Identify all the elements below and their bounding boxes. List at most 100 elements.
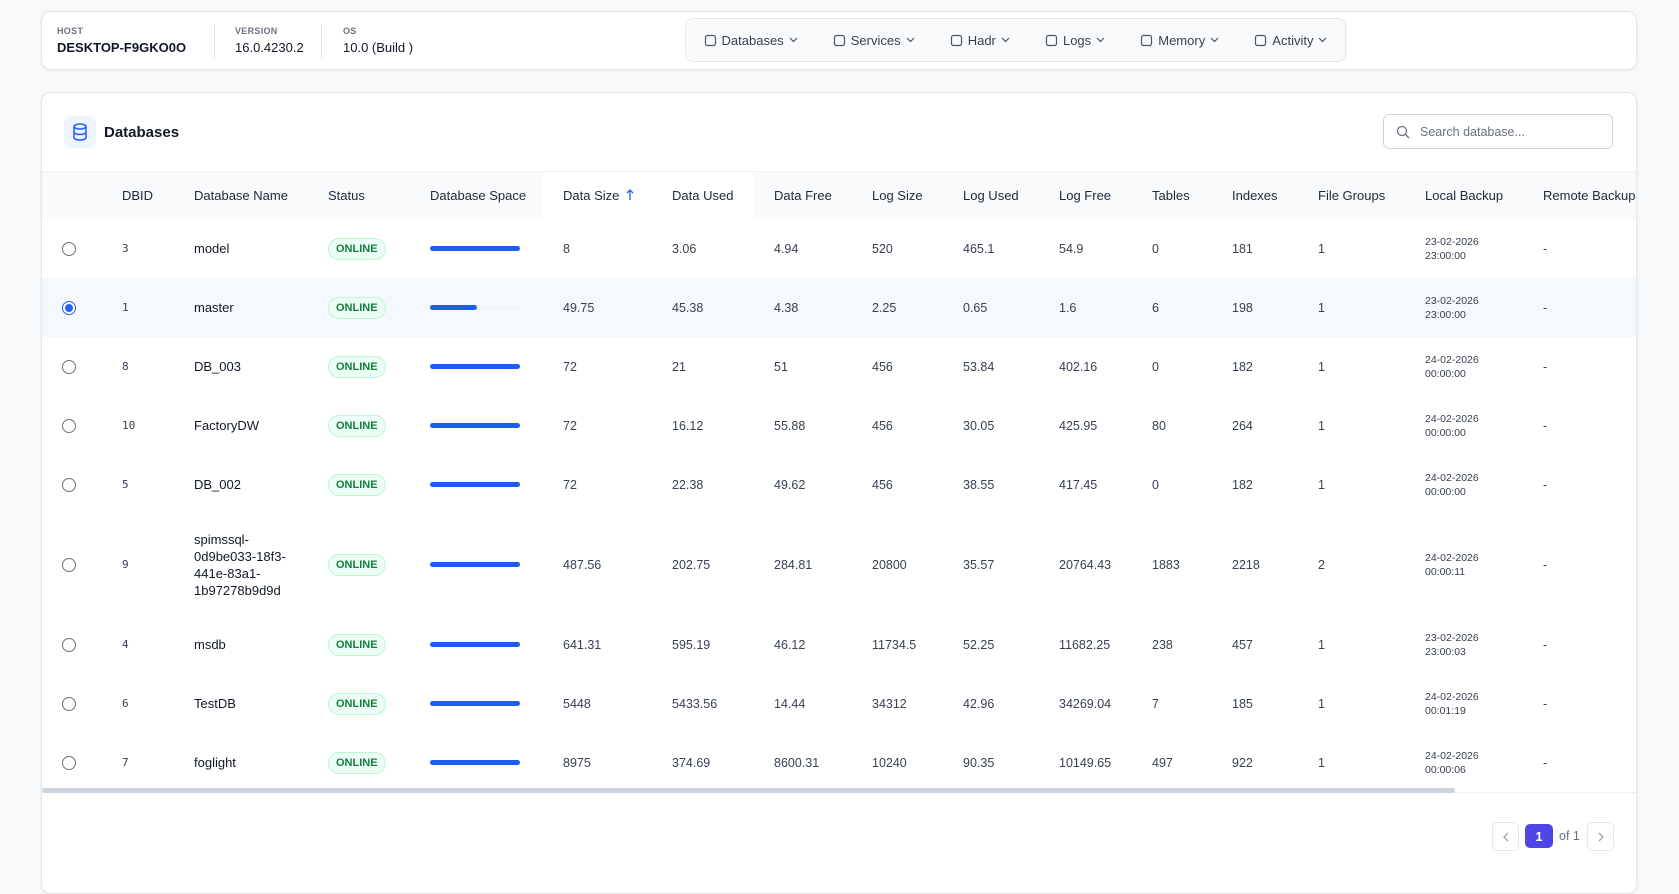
search-box[interactable]: Search database... [1383,114,1613,149]
cell-log-used: 465.1 [963,219,1053,278]
nav-item[interactable]: Hadr [950,33,1010,48]
cell-log-free: 425.95 [1059,396,1144,455]
cell-text: 10240 [872,755,907,770]
column-header[interactable]: Remote Backup [1543,187,1636,203]
nav-item[interactable]: Databases [704,33,798,48]
cell-remote-backup: - [1543,615,1636,674]
cell-text: 8600.31 [774,755,820,770]
backup-time: 24-02-2026 00:00:00 [1425,471,1479,498]
row-radio[interactable] [62,637,76,652]
cell-log-size: 34312 [872,674,957,733]
row-radio[interactable] [62,300,76,315]
current-page[interactable]: 1 [1525,824,1553,848]
column-header[interactable]: Local Backup [1425,187,1504,203]
row-radio[interactable] [62,696,76,711]
prev-page[interactable] [1492,822,1519,851]
cell-text: 595.19 [672,637,711,652]
cell-text: 284.81 [774,557,813,572]
table-row[interactable]: 9 spimssql-0d9be033-18f3-441e-83a1-1b9727… [42,514,1636,616]
cell-text: 80 [1152,418,1166,433]
table-row[interactable]: 8 DB_003 ONLINE 72 21 51 456 53.84 402.16 0 182 1 24… [42,337,1636,397]
nav-label: Hadr [967,32,996,48]
cell-status: ONLINE [328,615,418,674]
chevron [1319,37,1327,43]
table-row[interactable]: 10 FactoryDW ONLINE 72 16.12 55.88 456 30.05 425… [42,396,1636,456]
cell-indexes: 182 [1232,455,1312,514]
column-header[interactable]: Database Name [194,187,288,203]
column-header[interactable]: Data Free [774,187,832,203]
cell-indexes: 185 [1232,674,1312,733]
column-header[interactable]: Database Space [430,187,527,203]
column-header[interactable]: File Groups [1318,187,1386,203]
cell-text: 0 [1152,359,1159,374]
cell-text: 425.95 [1059,418,1098,433]
cell-text: 6 [1152,300,1159,315]
column-header[interactable]: Log Used [963,187,1019,203]
cell-space [430,219,540,278]
column-header[interactable]: Status [328,187,365,203]
row-radio[interactable] [62,557,76,572]
cell-tables: 7 [1152,674,1227,733]
cell-text: 1 [1318,359,1325,374]
cell-log-free: 34269.04 [1059,674,1144,733]
row-radio[interactable] [62,359,76,374]
cell-text: 55.88 [774,418,806,433]
table-row[interactable]: 5 DB_002 ONLINE 72 22.38 49.62 456 38.55 417.45 0… [42,455,1636,515]
cell-text: - [1543,241,1548,256]
cell-tables: 0 [1152,455,1227,514]
backup-time: 23-02-2026 23:00:00 [1425,235,1479,262]
cell-log-free: 402.16 [1059,337,1144,396]
column-header[interactable]: DBID [122,187,154,203]
space-track [430,701,520,706]
cell-text: 402.16 [1059,359,1098,374]
column-header[interactable]: Log Free [1059,187,1112,203]
row-radio[interactable] [62,418,76,433]
nav-item[interactable]: Logs [1045,33,1105,48]
nav-item[interactable]: Activity [1254,33,1327,48]
cell-file-groups: 1 [1318,337,1418,396]
cell-file-groups: 1 [1318,455,1418,514]
chevron [1001,37,1010,43]
cell-text: spimssql-0d9be033-18f3-441e-83a1-1b97278… [194,531,286,598]
backup-time: 24-02-2026 00:00:00 [1425,412,1479,439]
cell-name: TestDB [194,674,304,733]
nav-item[interactable]: Memory [1140,33,1219,48]
table-row[interactable]: 6 TestDB ONLINE 5448 5433.56 14.44 34312 42.96 3… [42,674,1636,734]
cell-text: 182 [1232,359,1253,374]
cell-indexes: 2218 [1232,514,1312,615]
cell-log-used: 42.96 [963,674,1053,733]
column-header[interactable]: Tables [1152,187,1190,203]
column-header[interactable]: Data Size [563,171,635,219]
row-radio[interactable] [62,477,76,492]
cell-text: 34312 [872,696,907,711]
cell-remote-backup: - [1543,514,1636,615]
cell-text: - [1543,418,1548,433]
nav-item[interactable]: Services [833,33,915,48]
row-radio[interactable] [62,241,76,256]
cell-indexes: 198 [1232,278,1312,337]
os: 10.0 (Build ) [343,40,414,55]
status-badge: ONLINE [328,296,386,319]
cell-text: 49.75 [563,300,595,315]
cell-space [430,514,540,615]
cell-remote-backup: - [1543,337,1636,396]
cell-file-groups: 1 [1318,615,1418,674]
space-bar [430,305,477,310]
table-row[interactable]: 3 model ONLINE 8 3.06 4.94 520 465.1 54.9 0 181 1 23… [42,219,1636,279]
table-row[interactable]: 1 master ONLINE 49.75 45.38 4.38 2.25 0.65 1.6 6 1… [42,278,1636,338]
cell-data-size: 49.75 [563,278,658,337]
scrollbar[interactable] [42,788,1455,793]
cell-file-groups: 1 [1318,674,1418,733]
cell-status: ONLINE [328,219,418,278]
cell-text: 3.06 [672,241,697,256]
column-header[interactable]: Data Used [672,187,734,203]
column-header[interactable]: Indexes [1232,187,1278,203]
nav-label: Databases [721,32,784,48]
table-row[interactable]: 7 foglight ONLINE 8975 374.69 8600.31 10240 90.… [42,733,1636,793]
cell-text: 2 [1318,557,1325,572]
next-page[interactable] [1587,822,1614,851]
table-row[interactable]: 4 msdb ONLINE 641.31 595.19 46.12 11734.5 52.25… [42,615,1636,675]
row-radio[interactable] [62,755,76,770]
column-header[interactable]: Log Size [872,187,923,203]
cell-name: model [194,219,304,278]
